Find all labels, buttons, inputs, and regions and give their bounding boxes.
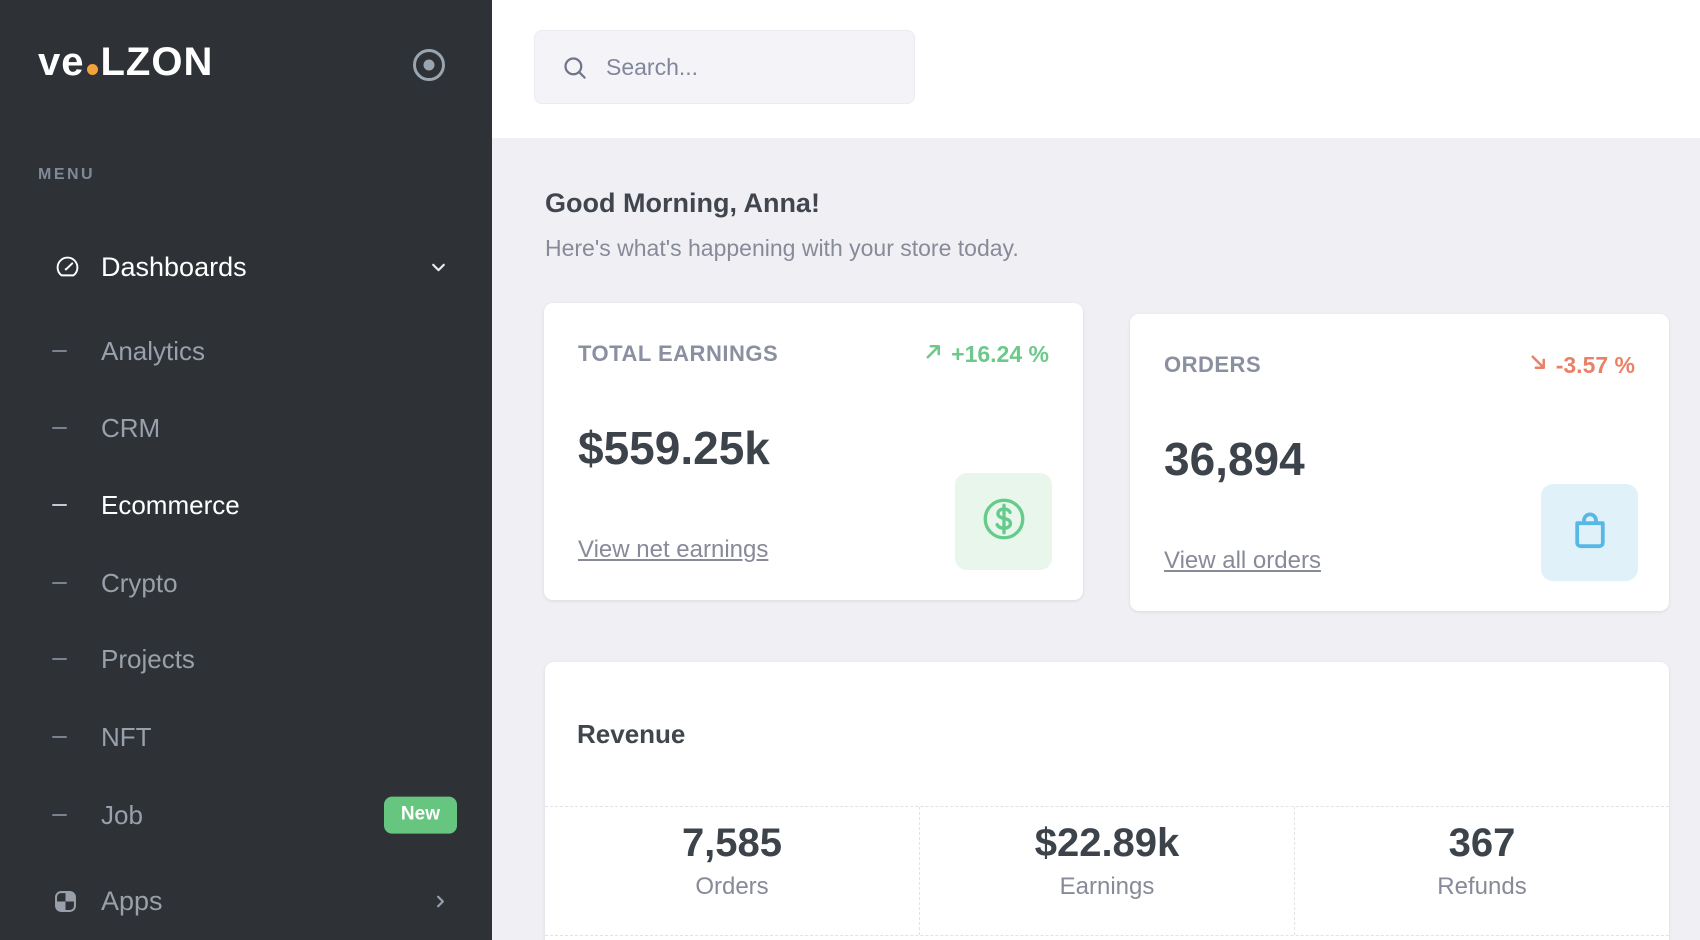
dash-bullet-icon: [52, 736, 67, 738]
page-content: Good Morning, Anna! Here's what's happen…: [492, 138, 1700, 940]
trend-up-icon: [923, 341, 944, 368]
view-net-earnings-link[interactable]: View net earnings: [578, 536, 769, 563]
chevron-right-icon: [431, 892, 450, 911]
main-area: Good Morning, Anna! Here's what's happen…: [492, 0, 1700, 940]
sidebar-item-analytics[interactable]: Analytics: [0, 326, 492, 376]
sidebar-item-ecommerce[interactable]: Ecommerce: [0, 480, 492, 530]
revenue-stat-refunds: 367 Refunds: [1294, 807, 1669, 935]
revenue-stats-row: 7,585 Orders $22.89k Earnings 367 Refund…: [545, 806, 1669, 936]
card-icon-box: [1541, 484, 1638, 581]
trend-value: -3.57 %: [1555, 352, 1635, 378]
sidebar-item-label: Crypto: [101, 567, 178, 598]
shopping-bag-icon: [1566, 506, 1614, 559]
revenue-title: Revenue: [577, 718, 686, 749]
sidebar-item-label: Apps: [101, 885, 163, 916]
record-circle-icon: [410, 49, 448, 88]
stat-label: Earnings: [1059, 873, 1155, 900]
greeting-subtitle: Here's what's happening with your store …: [545, 235, 1019, 261]
orders-card: ORDERS -3.57 % 36,894 View all orders: [1130, 314, 1669, 611]
dash-bullet-icon: [52, 427, 67, 429]
trend-down-icon: [1528, 352, 1549, 379]
sidebar-item-label: Job: [101, 799, 143, 830]
new-badge: New: [383, 796, 457, 834]
stat-value: 7,585: [681, 821, 783, 865]
sidebar: ve LZON MENU Dashboards: [0, 0, 492, 940]
sidebar-item-label: CRM: [101, 412, 161, 443]
search-icon: [561, 54, 588, 81]
dash-bullet-icon: [52, 582, 67, 584]
greeting-title: Good Morning, Anna!: [545, 188, 820, 218]
dash-bullet-icon: [52, 814, 67, 816]
dash-bullet-icon: [52, 658, 67, 660]
card-value: 36,894: [1164, 433, 1305, 485]
dash-bullet-icon: [52, 350, 67, 352]
menu-section-label: MENU: [38, 166, 96, 183]
sidebar-item-label: NFT: [101, 721, 152, 752]
revenue-card: Revenue 7,585 Orders $22.89k Earnings 36…: [545, 662, 1669, 940]
search-box[interactable]: [534, 30, 915, 104]
stat-value: $22.89k: [1034, 821, 1180, 865]
stat-value: 367: [1448, 821, 1516, 865]
dash-bullet-icon: [52, 504, 67, 506]
sidebar-item-apps[interactable]: Apps: [0, 876, 492, 926]
sidebar-item-label: Projects: [101, 643, 195, 674]
sidebar-item-projects[interactable]: Projects: [0, 634, 492, 684]
sidebar-item-label: Dashboards: [101, 251, 247, 282]
trend-badge: -3.57 %: [1528, 352, 1635, 379]
search-input[interactable]: [606, 53, 896, 81]
card-icon-box: [955, 473, 1052, 570]
card-value: $559.25k: [578, 422, 770, 474]
revenue-stat-orders: 7,585 Orders: [545, 807, 919, 935]
sidebar-item-label: Ecommerce: [101, 489, 240, 520]
revenue-stat-earnings: $22.89k Earnings: [919, 807, 1294, 935]
sidebar-item-label: Analytics: [101, 335, 206, 366]
trend-badge: +16.24 %: [923, 341, 1049, 368]
total-earnings-card: TOTAL EARNINGS +16.24 % $559.25k View ne…: [544, 303, 1083, 600]
stat-label: Refunds: [1437, 873, 1527, 900]
sidebar-item-crm[interactable]: CRM: [0, 403, 492, 453]
card-label: TOTAL EARNINGS: [578, 341, 779, 366]
dollar-circle-icon: [979, 494, 1029, 549]
trend-value: +16.24 %: [951, 341, 1049, 367]
brand-logo-part2: LZON: [100, 40, 214, 84]
brand-dot-icon: [86, 64, 98, 75]
brand-logo[interactable]: ve LZON: [38, 40, 213, 85]
sidebar-item-crypto[interactable]: Crypto: [0, 558, 492, 608]
card-label: ORDERS: [1164, 352, 1262, 377]
sidebar-item-dashboards[interactable]: Dashboards: [0, 240, 492, 294]
revenue-header: Revenue: [545, 662, 1669, 806]
apps-grid-icon: [52, 888, 79, 915]
sidebar-item-nft[interactable]: NFT: [0, 712, 492, 762]
chevron-down-icon: [428, 257, 449, 278]
sidebar-toggle-button[interactable]: [410, 46, 448, 84]
top-header: [492, 0, 1700, 138]
stat-label: Orders: [695, 873, 769, 900]
speedometer-icon: [54, 254, 81, 281]
view-all-orders-link[interactable]: View all orders: [1164, 547, 1321, 574]
brand-logo-part1: ve: [38, 40, 85, 84]
sidebar-item-job[interactable]: Job New: [0, 790, 492, 840]
